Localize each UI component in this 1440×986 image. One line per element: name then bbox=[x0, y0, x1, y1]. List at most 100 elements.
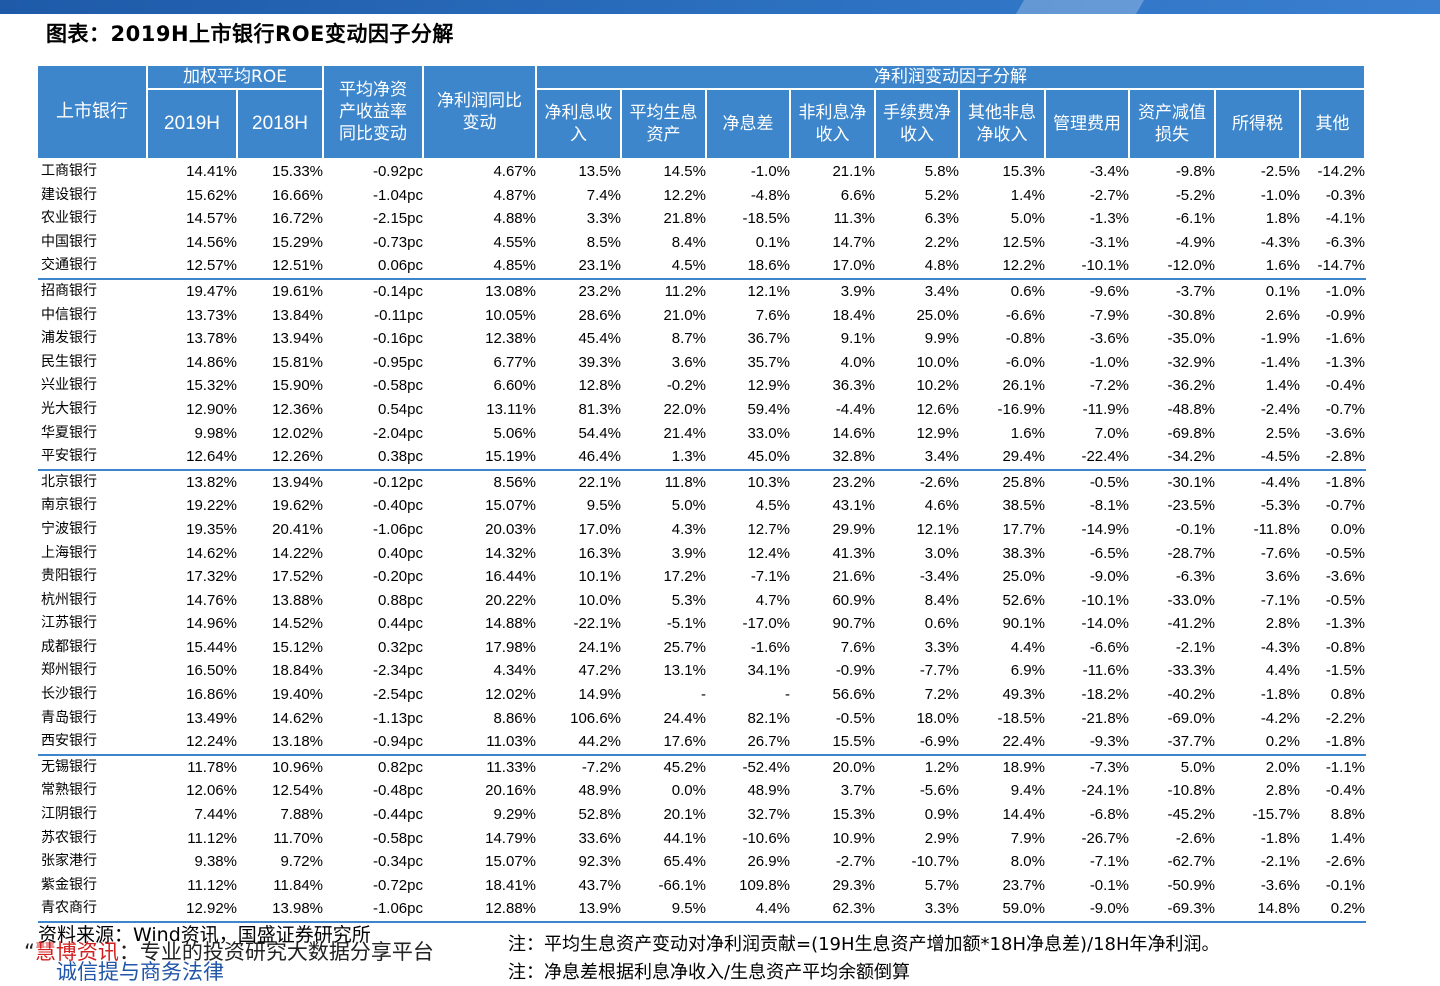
value-cell: 56.6% bbox=[832, 686, 875, 704]
value-cell: 8.56% bbox=[424, 468, 537, 495]
value-cell: 1.6% bbox=[1010, 424, 1045, 442]
table-row: 江苏银行 14.96% 14.52% 0.44pc 14.88% -22.1% -5.1% -… bbox=[38, 612, 1366, 636]
watermark-quote: “ bbox=[24, 940, 35, 964]
value-cell: 82.1% bbox=[747, 709, 790, 727]
value-cell: 8.7% bbox=[671, 330, 706, 348]
bank-name-cell: 平安银行 bbox=[41, 448, 97, 465]
value-cell: -7.9% bbox=[1089, 306, 1129, 324]
table-row: 成都银行 15.44% 15.12% 0.32pc 17.98% 24.1% 25.7% -1… bbox=[38, 636, 1366, 660]
value-cell: 12.7% bbox=[747, 520, 790, 538]
value-cell: 1.4% bbox=[1010, 186, 1045, 204]
header-factor-10: 其他 bbox=[1301, 90, 1366, 160]
value-cell: -11.6% bbox=[1082, 662, 1129, 680]
value-cell: 44.2% bbox=[578, 733, 621, 751]
value-cell: -0.34pc bbox=[372, 853, 423, 871]
value-cell: 25.7% bbox=[663, 638, 706, 656]
value-cell: 20.03% bbox=[485, 520, 536, 538]
value-cell: -11.9% bbox=[1082, 400, 1129, 418]
value-cell: 12.57% bbox=[186, 257, 237, 275]
value-cell: -0.48pc bbox=[372, 782, 423, 800]
value-cell: -26.7% bbox=[1081, 829, 1129, 847]
value-cell: -36.2% bbox=[1167, 377, 1215, 395]
value-cell: 24.1% bbox=[578, 638, 621, 656]
header-roe-2018h: 2018H bbox=[238, 90, 324, 160]
value-cell: -7.2% bbox=[1089, 377, 1129, 395]
value-cell: -10.7% bbox=[911, 853, 959, 871]
value-cell: 21.6% bbox=[832, 568, 875, 586]
value-cell: 1.8% bbox=[1265, 210, 1300, 228]
value-cell: -0.9% bbox=[835, 662, 875, 680]
value-cell: 23.1% bbox=[578, 257, 621, 275]
bank-name-cell: 苏农银行 bbox=[41, 829, 97, 846]
bank-name-cell: 无锡银行 bbox=[38, 753, 148, 780]
value-cell: 106.6% bbox=[570, 709, 621, 727]
value-cell: -1.8% bbox=[1260, 686, 1300, 704]
value-cell: -3.7% bbox=[1130, 277, 1216, 304]
value-cell: 3.9% bbox=[671, 544, 706, 562]
value-cell: 9.5% bbox=[622, 897, 707, 923]
value-cell: -1.3% bbox=[1089, 210, 1129, 228]
value-cell: 8.86% bbox=[493, 709, 536, 727]
bank-name-cell: 长沙银行 bbox=[41, 686, 97, 703]
value-cell: -0.20pc bbox=[372, 568, 423, 586]
table-row: 青岛银行 13.49% 14.62% -1.13pc 8.86% 106.6% 24.4% 8… bbox=[38, 707, 1366, 731]
value-cell: 20.22% bbox=[485, 591, 536, 609]
value-cell: 43.1% bbox=[832, 497, 875, 515]
value-cell: 22.4% bbox=[1002, 733, 1045, 751]
value-cell: -0.73pc bbox=[372, 233, 423, 251]
value-cell: -0.4% bbox=[1325, 782, 1365, 800]
value-cell: -6.6% bbox=[1005, 306, 1045, 324]
value-cell: 15.32% bbox=[186, 377, 237, 395]
value-cell: -4.5% bbox=[1260, 448, 1300, 466]
value-cell: 14.86% bbox=[186, 353, 237, 371]
value-cell: -2.04pc bbox=[372, 424, 423, 442]
value-cell: 23.2% bbox=[791, 468, 876, 495]
bank-name-cell: 宁波银行 bbox=[41, 520, 97, 537]
value-cell: 11.3% bbox=[833, 210, 875, 228]
value-cell: -33.0% bbox=[1167, 591, 1215, 609]
value-cell: 8.0% bbox=[1010, 853, 1045, 871]
value-cell: 6.60% bbox=[493, 377, 536, 395]
value-cell: 16.50% bbox=[186, 662, 237, 680]
value-cell: -4.2% bbox=[1260, 709, 1300, 727]
value-cell: 5.8% bbox=[924, 163, 959, 180]
value-cell: -6.6% bbox=[1089, 638, 1129, 656]
value-cell: -24.1% bbox=[1081, 782, 1129, 800]
value-cell: 4.87% bbox=[493, 186, 536, 204]
value-cell: -14.0% bbox=[1081, 615, 1129, 633]
value-cell: 21.8% bbox=[663, 210, 706, 228]
table-row: 浦发银行 13.78% 13.94% -0.16pc 12.38% 45.4% 8.7% 36… bbox=[38, 327, 1366, 351]
value-cell: 8.5% bbox=[586, 233, 621, 251]
bank-name-cell: 浦发银行 bbox=[41, 330, 97, 347]
value-cell: 14.52% bbox=[272, 615, 323, 633]
value-cell: 11.12% bbox=[187, 829, 237, 847]
value-cell: -15.7% bbox=[1252, 806, 1300, 824]
value-cell: 5.06% bbox=[493, 424, 536, 442]
value-cell: -9.8% bbox=[1175, 163, 1215, 180]
value-cell: 15.12% bbox=[272, 638, 323, 656]
table-row: 南京银行 19.22% 19.62% -0.40pc 15.07% 9.5% 5.0% 4.5… bbox=[38, 494, 1366, 518]
table-row: 贵阳银行 17.32% 17.52% -0.20pc 16.44% 10.1% 17.2% -… bbox=[38, 565, 1366, 589]
value-cell: -7.6% bbox=[1260, 544, 1300, 562]
value-cell: 0.44pc bbox=[377, 615, 423, 633]
value-cell: 25.0% bbox=[916, 306, 959, 324]
value-cell: 2.2% bbox=[924, 233, 959, 251]
value-cell: -0.5% bbox=[1046, 468, 1130, 495]
value-cell: -0.14pc bbox=[324, 277, 424, 304]
value-cell: 5.7% bbox=[924, 876, 959, 894]
value-cell: 3.3% bbox=[876, 897, 960, 923]
value-cell: -7.7% bbox=[919, 662, 959, 680]
value-cell: 12.1% bbox=[916, 520, 959, 538]
value-cell: 18.4% bbox=[832, 306, 875, 324]
value-cell: 15.81% bbox=[272, 353, 323, 371]
value-cell: -16.9% bbox=[997, 400, 1045, 418]
value-cell: -0.92pc bbox=[372, 163, 423, 180]
value-cell: -3.6% bbox=[1260, 876, 1300, 894]
value-cell: -9.0% bbox=[1089, 568, 1129, 586]
value-cell: -0.5% bbox=[1325, 544, 1365, 562]
value-cell: 7.44% bbox=[194, 806, 237, 824]
table-row: 长沙银行 16.86% 19.40% -2.54pc 12.02% 14.9% - - 56.6… bbox=[38, 683, 1366, 707]
value-cell: 0.1% bbox=[755, 233, 790, 251]
value-cell: 12.51% bbox=[272, 257, 323, 275]
value-cell: 12.2% bbox=[663, 186, 706, 204]
